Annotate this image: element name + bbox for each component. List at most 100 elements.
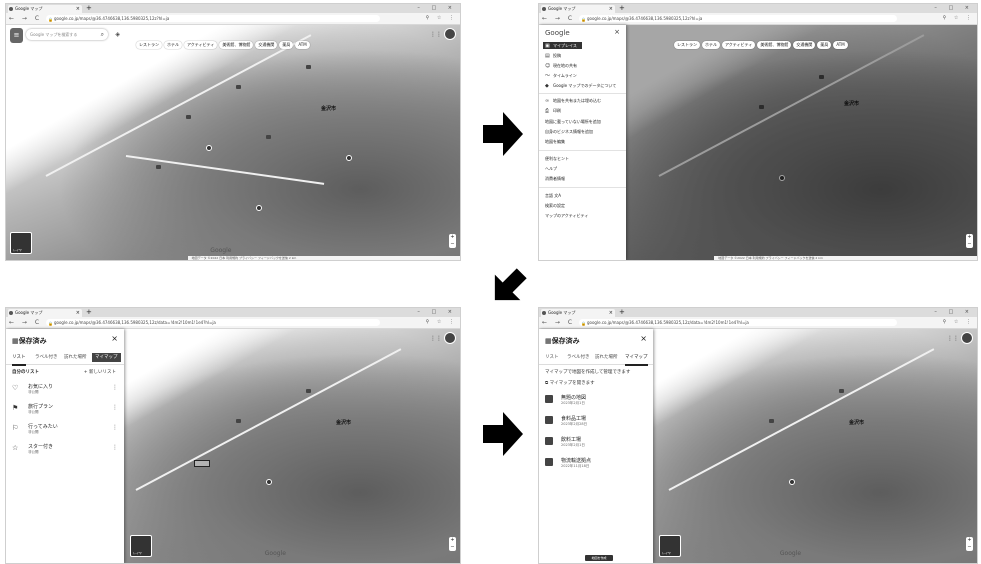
chip-activity[interactable]: アクティビティ — [722, 41, 756, 49]
menu-item-help[interactable]: ヘルプ — [545, 166, 557, 171]
place-pin[interactable] — [266, 479, 272, 485]
menu-item-timeline[interactable]: 〜タイムライン — [545, 72, 577, 79]
menu-item-print[interactable]: ⎙ 印刷 — [545, 107, 561, 114]
zoom-control[interactable]: + − — [966, 234, 973, 248]
close-icon[interactable]: × — [640, 334, 647, 343]
close-icon[interactable]: × — [614, 28, 620, 36]
menu-item-edit-map[interactable]: 地図を編集 — [545, 139, 565, 144]
window-controls[interactable]: – □ × — [417, 5, 457, 11]
search-input[interactable]: Google マップを検索する ⌕ ◈ — [26, 29, 120, 40]
chip-museum[interactable]: 美術館、博物館 — [757, 41, 792, 49]
place-pin[interactable] — [256, 205, 262, 211]
more-icon[interactable]: ⋮ — [112, 444, 118, 451]
menu-item-add-business[interactable]: 自身のビジネス情報を追加 — [545, 129, 593, 134]
browser-tab[interactable]: Google マップ × — [8, 309, 82, 317]
more-icon[interactable]: ⋮ — [112, 384, 118, 391]
layers-button[interactable]: レイヤ — [659, 535, 681, 557]
browser-toolbar-icons[interactable]: ⚲ ☆ ⋮ — [425, 15, 457, 21]
chip-restaurant[interactable]: レストラン — [674, 41, 700, 49]
address-bar[interactable]: 🔒 google.co.jp/maps/@36.4746638,136.59803… — [579, 319, 897, 326]
apps-grid-icon[interactable]: ⋮⋮ — [947, 335, 959, 342]
zoom-control[interactable]: + − — [449, 537, 456, 551]
nav-buttons[interactable]: ← → C — [542, 15, 576, 22]
nav-buttons[interactable]: ← → C — [9, 15, 43, 22]
tab-visited[interactable]: 訪れた場所 — [595, 355, 618, 360]
list-item[interactable]: ⚐ 行ってみたい 非公開 ⋮ — [12, 421, 118, 439]
menu-item-my-places[interactable]: ▣ マイプレイス — [543, 42, 582, 49]
tab-lists[interactable]: リスト — [12, 351, 26, 366]
layers-button[interactable]: レイヤ — [10, 232, 32, 254]
tab-close-icon[interactable]: × — [75, 310, 80, 316]
directions-icon[interactable]: ◈ — [115, 31, 120, 38]
tab-labeled[interactable]: ラベル付き — [35, 355, 58, 360]
tab-lists[interactable]: リスト — [545, 355, 559, 360]
tab-close-icon[interactable]: × — [608, 310, 613, 316]
chip-hotel[interactable]: ホテル — [164, 41, 182, 49]
browser-toolbar-icons[interactable]: ⚲ ☆ ⋮ — [942, 15, 974, 21]
apps-grid-icon[interactable]: ⋮⋮ — [430, 31, 442, 38]
city-label[interactable]: 金沢市 — [336, 420, 352, 426]
new-list-button[interactable]: + 新しいリスト — [83, 370, 116, 375]
new-tab-button[interactable]: + — [619, 308, 625, 316]
chip-transit[interactable]: 交通機関 — [793, 41, 816, 49]
chip-atm[interactable]: ATM — [295, 41, 310, 49]
list-item[interactable]: ♡ お気に入り 非公開 ⋮ — [12, 381, 118, 399]
place-pin[interactable] — [789, 479, 795, 485]
zoom-control[interactable]: + − — [966, 537, 973, 551]
mymap-item[interactable]: 物流輸送拠点 2022年11月18日 — [545, 455, 647, 473]
address-bar[interactable]: 🔒 google.co.jp/maps/@36.4746638,136.59803… — [46, 15, 380, 22]
chip-restaurant[interactable]: レストラン — [136, 41, 162, 49]
open-mymaps-link[interactable]: ⧉ マイマップを開きます — [545, 380, 595, 386]
window-controls[interactable]: – □ × — [417, 309, 457, 315]
browser-tab[interactable]: Google マップ × — [8, 5, 82, 13]
menu-item-location-sharing[interactable]: ☺ 現在地の共有 — [545, 62, 577, 69]
address-bar[interactable]: 🔒 google.co.jp/maps/@36.4746638,136.59803… — [579, 15, 897, 22]
tab-visited[interactable]: 訪れた場所 — [64, 355, 87, 360]
place-pin[interactable] — [779, 175, 785, 181]
create-map-button[interactable]: 地図を作成 — [585, 555, 613, 561]
menu-item-tips[interactable]: 便利なヒント — [545, 156, 569, 161]
avatar[interactable] — [444, 28, 456, 40]
city-label[interactable]: 金沢市 — [849, 420, 865, 426]
address-bar[interactable]: 🔒 google.co.jp/maps/@36.4746638,136.59803… — [46, 319, 380, 326]
city-label[interactable]: 金沢市 — [844, 101, 860, 107]
mymap-item[interactable]: 無題の地図 2023年2月1日 — [545, 392, 647, 410]
close-icon[interactable]: × — [111, 334, 118, 343]
place-pin[interactable] — [206, 145, 212, 151]
nav-buttons[interactable]: ← → C — [9, 319, 43, 326]
new-tab-button[interactable]: + — [86, 4, 92, 12]
chip-pharmacy[interactable]: 薬局 — [817, 41, 832, 49]
more-icon[interactable]: ⋮ — [112, 424, 118, 431]
browser-tab[interactable]: Google マップ × — [541, 5, 615, 13]
chip-activity[interactable]: アクティビティ — [184, 41, 218, 49]
tab-labeled[interactable]: ラベル付き — [567, 355, 590, 360]
new-tab-button[interactable]: + — [619, 4, 625, 12]
zoom-out-button[interactable]: − — [450, 241, 455, 247]
city-label[interactable]: 金沢市 — [321, 106, 337, 112]
zoom-out-button[interactable]: − — [450, 544, 455, 550]
tab-close-icon[interactable]: × — [75, 6, 80, 12]
list-item[interactable]: ☆ スター付き 非公開 ⋮ — [12, 441, 118, 459]
chip-atm[interactable]: ATM — [833, 41, 848, 49]
menu-item-search-settings[interactable]: 検索の設定 — [545, 203, 565, 208]
menu-item-language[interactable]: 言語 文A — [545, 193, 562, 198]
zoom-in-button[interactable]: + — [967, 234, 972, 240]
menu-item-share-embed[interactable]: ∞ 地図を共有または埋め込む — [545, 97, 601, 104]
new-tab-button[interactable]: + — [86, 308, 92, 316]
browser-tab[interactable]: Google マップ × — [541, 309, 615, 317]
menu-item-add-missing-place[interactable]: 地図に載っていない場所を追加 — [545, 119, 601, 124]
mymap-item[interactable]: 飲料工場 2023年2月1日 — [545, 434, 647, 452]
menu-button[interactable]: ≡ — [10, 28, 23, 43]
more-icon[interactable]: ⋮ — [112, 404, 118, 411]
chip-pharmacy[interactable]: 薬局 — [279, 41, 294, 49]
nav-buttons[interactable]: ← → C — [542, 319, 576, 326]
window-controls[interactable]: – □ × — [934, 309, 974, 315]
apps-grid-icon[interactable]: ⋮⋮ — [430, 335, 442, 342]
browser-toolbar-icons[interactable]: ⚲ ☆ ⋮ — [942, 319, 974, 325]
zoom-control[interactable]: + − — [449, 234, 456, 248]
chip-transit[interactable]: 交通機関 — [255, 41, 278, 49]
chip-museum[interactable]: 美術館、博物館 — [219, 41, 254, 49]
tab-my-maps[interactable]: マイマップ — [92, 353, 121, 362]
menu-item-contributions[interactable]: ▤ 投稿 — [545, 52, 561, 59]
list-item[interactable]: ⚑ 旅行プラン 非公開 ⋮ — [12, 401, 118, 419]
